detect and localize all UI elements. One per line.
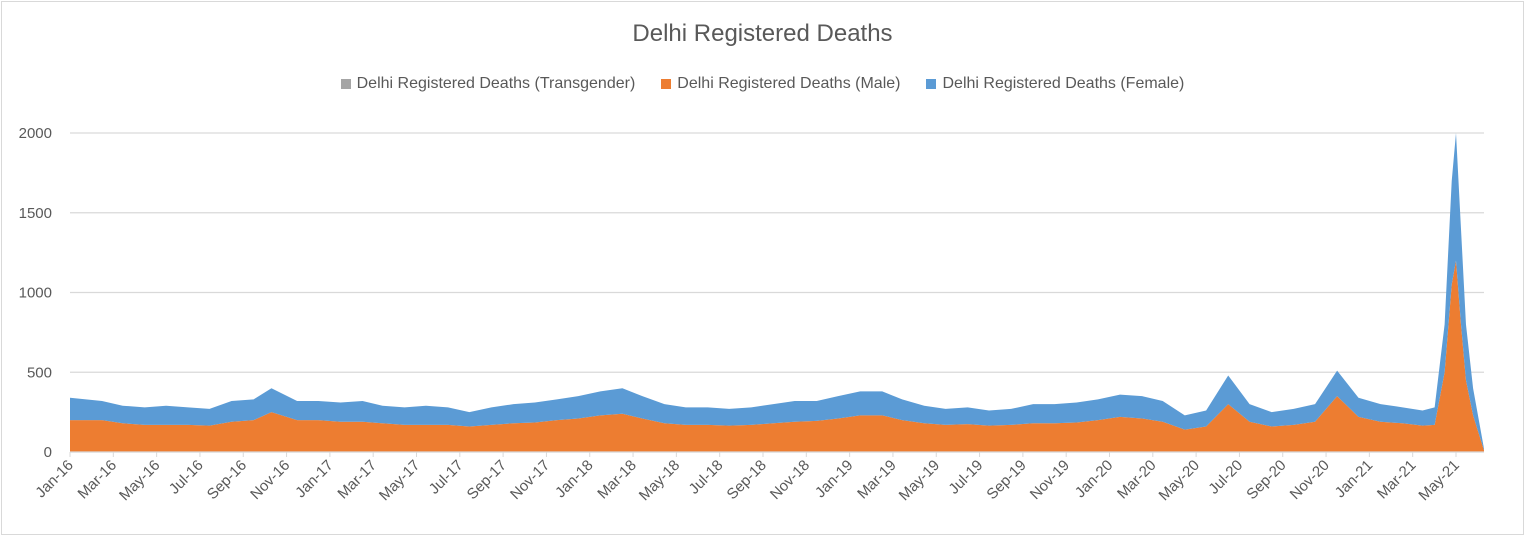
- x-tick-label: Sep-17: [464, 457, 510, 503]
- x-tick-label: Mar-18: [594, 457, 640, 503]
- x-tick-label: May-17: [376, 457, 423, 504]
- legend-label-female: Delhi Registered Deaths (Female): [942, 75, 1185, 92]
- y-tick-label: 0: [44, 444, 52, 461]
- x-tick-label: Jul-20: [1205, 457, 1246, 498]
- x-tick-label: Mar-19: [854, 457, 900, 503]
- x-tick-label: Sep-16: [204, 457, 250, 503]
- x-tick-label: Nov-17: [507, 457, 553, 503]
- legend-item-male: Delhi Registered Deaths (Male): [661, 75, 900, 93]
- chart-title: Delhi Registered Deaths: [632, 20, 893, 47]
- legend-swatch-male: [661, 79, 672, 89]
- x-tick-label: Mar-17: [334, 457, 380, 503]
- x-tick-label: Nov-20: [1287, 457, 1333, 503]
- area-series-female: [70, 133, 1484, 451]
- legend-swatch-female: [926, 79, 937, 89]
- x-tick-label: May-20: [1156, 457, 1203, 504]
- legend-item-transgender: Delhi Registered Deaths (Transgender): [340, 75, 636, 93]
- y-tick-label: 1500: [19, 205, 52, 222]
- x-tick-label: Jul-16: [166, 457, 207, 498]
- x-tick-label: Jan-16: [32, 457, 76, 501]
- x-tick-label: Jan-19: [812, 457, 856, 501]
- x-tick-label: May-16: [116, 457, 163, 504]
- x-tick-label: Mar-16: [75, 457, 121, 503]
- x-tick-label: Jul-18: [686, 457, 727, 498]
- x-tick-label: Jan-20: [1072, 457, 1116, 501]
- area-series-male: [70, 260, 1484, 452]
- x-tick-label: May-18: [636, 457, 683, 504]
- x-tick-label: Jul-17: [426, 457, 467, 498]
- x-tick-label: Nov-19: [1027, 457, 1073, 503]
- legend: Delhi Registered Deaths (Transgender) De…: [0, 75, 1525, 93]
- x-tick-label: May-19: [896, 457, 943, 504]
- y-tick-label: 500: [27, 364, 52, 381]
- legend-label-male: Delhi Registered Deaths (Male): [677, 75, 901, 92]
- x-tick-label: May-21: [1415, 457, 1462, 504]
- legend-item-female: Delhi Registered Deaths (Female): [926, 75, 1184, 93]
- x-tick-label: Jan-18: [552, 457, 596, 501]
- y-tick-label: 1000: [19, 285, 52, 302]
- x-tick-label: Jan-21: [1332, 457, 1376, 501]
- x-tick-label: Nov-16: [247, 457, 293, 503]
- x-tick-label: Sep-18: [724, 457, 770, 503]
- x-tick-label: Jan-17: [292, 457, 336, 501]
- x-tick-label: Mar-21: [1374, 457, 1420, 503]
- x-tick-label: Sep-20: [1243, 457, 1289, 503]
- legend-label-transgender: Delhi Registered Deaths (Transgender): [356, 75, 636, 92]
- x-tick-label: Mar-20: [1114, 457, 1160, 503]
- legend-swatch-transgender: [340, 79, 351, 89]
- x-tick-label: Sep-19: [983, 457, 1029, 503]
- y-tick-label: 2000: [19, 125, 52, 142]
- x-tick-label: Jul-19: [945, 457, 986, 498]
- x-tick-label: Nov-18: [767, 457, 813, 503]
